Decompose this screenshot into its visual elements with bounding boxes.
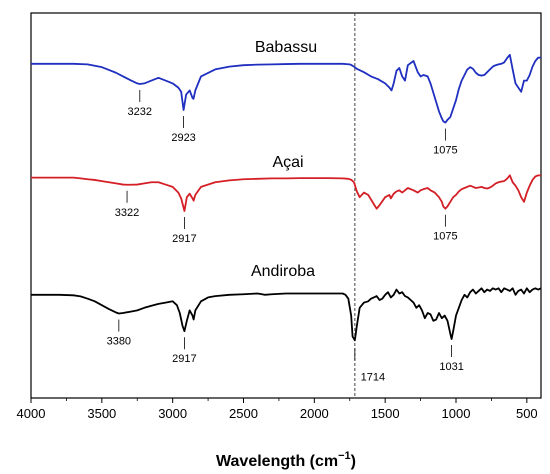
x-tick-label: 3500 [87,406,116,421]
peak-label-a-ai-1075: 1075 [433,231,457,243]
x-axis-title-close: ) [351,453,356,470]
x-tick-label: 1500 [371,406,400,421]
x-axis-ticks: 4000 3500 3000 2500 2000 1500 1000 500 [17,398,538,421]
series-group [31,53,542,342]
series-label-group: Babassu Açai Andiroba [251,39,317,280]
x-tick-label: 2000 [300,406,329,421]
peak-label-babassu-1075: 1075 [433,145,457,157]
x-tick-label: 3000 [158,406,187,421]
series-line-andiroba [31,287,542,342]
peak-annotation-group: 3232 2923 1075 3322 2917 1075 3380 2917 1714 1031 [107,89,464,383]
x-tick-label: 2500 [229,406,258,421]
series-label-andiroba: Andiroba [251,263,315,280]
series-label-a-ai: Açai [272,154,303,171]
x-tick-label: 1000 [442,406,471,421]
series-line-a-ai [31,174,541,212]
x-axis-title: Wavelength (cm−1) [216,450,356,470]
x-tick-label: 500 [516,406,538,421]
peak-label-andiroba-3380: 3380 [107,336,131,348]
x-axis-title-superscript: −1 [338,450,351,462]
peak-label-andiroba-1031: 1031 [439,361,463,373]
x-tick-label: 4000 [17,406,46,421]
plot-frame [30,12,542,399]
peak-label-babassu-2923: 2923 [171,132,195,144]
series-label-babassu: Babassu [255,39,317,56]
peak-label-a-ai-3322: 3322 [115,207,139,219]
peak-label-babassu-3232: 3232 [128,106,152,118]
peak-label-andiroba-1714: 1714 [361,371,385,383]
peak-label-a-ai-2917: 2917 [172,233,196,245]
series-line-babassu [31,53,541,124]
peak-label-andiroba-2917: 2917 [172,353,196,365]
